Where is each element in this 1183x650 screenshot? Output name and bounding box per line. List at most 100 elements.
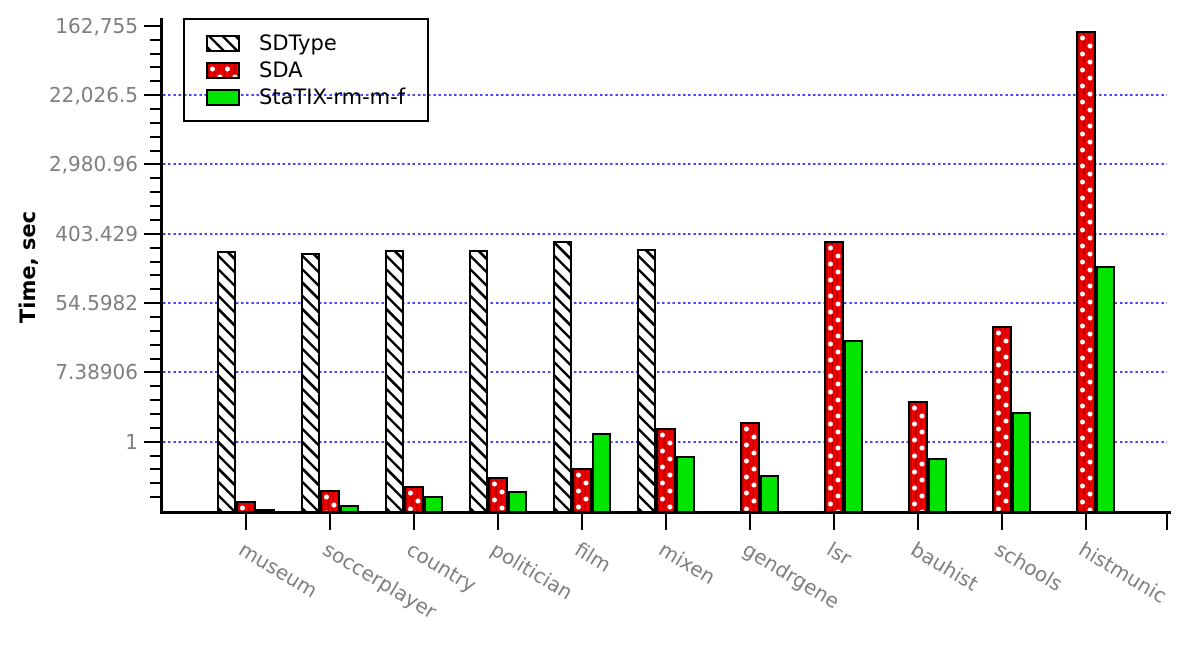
bar-sda-soccerplayer — [320, 489, 340, 513]
y-gridline — [163, 94, 1167, 97]
y-axis-major-tick — [144, 94, 163, 97]
x-axis-tick — [581, 512, 583, 530]
y-axis-tick-label: 7.38906 — [55, 360, 138, 385]
y-axis-tick-label: 403.429 — [55, 221, 138, 246]
y-axis-minor-tick — [150, 191, 163, 194]
x-category-label: lsr — [822, 537, 856, 571]
legend-row-statix: StaTIX-rm-m-f — [185, 84, 427, 111]
bar-sdtype-mixen — [636, 249, 657, 513]
y-gridline — [163, 302, 1167, 305]
x-category-label: schools — [990, 537, 1067, 596]
y-axis-major-tick — [144, 24, 163, 27]
bar-sda-bauhist — [908, 401, 928, 513]
sda-dotted-swatch-icon — [206, 62, 240, 79]
x-category-label: museum — [234, 537, 322, 603]
y-gridline — [163, 232, 1167, 235]
statix-green-swatch-icon — [206, 89, 240, 106]
y-axis-minor-tick — [150, 357, 163, 360]
y-axis-minor-tick — [150, 399, 163, 402]
bar-sda-lsr — [824, 240, 844, 513]
y-axis-minor-tick — [150, 260, 163, 263]
y-axis-minor-tick — [150, 468, 163, 471]
y-axis-major-tick — [144, 371, 163, 374]
y-axis-tick-label: 1 — [125, 429, 138, 454]
legend-label-sda: SDA — [259, 58, 303, 82]
y-axis-minor-tick — [150, 496, 163, 499]
x-axis-tick — [833, 512, 835, 530]
y-axis-minor-tick — [150, 135, 163, 138]
bar-statix-gendrgene — [759, 475, 780, 513]
bar-statix-film — [591, 433, 612, 513]
bar-sdtype-museum — [216, 250, 237, 513]
x-axis-tick — [329, 512, 331, 530]
sdtype-hatch-swatch-icon — [206, 35, 240, 52]
bar-sda-mixen — [656, 428, 676, 513]
x-axis-tick — [413, 512, 415, 530]
y-axis-minor-tick — [150, 177, 163, 180]
legend: SDType SDA StaTIX-rm-m-f — [183, 18, 429, 122]
x-category-label: politician — [486, 537, 577, 605]
bar-sda-schools — [992, 325, 1012, 513]
y-axis-minor-tick — [150, 385, 163, 388]
y-axis-line — [160, 18, 163, 514]
bar-sda-country — [404, 485, 424, 513]
y-axis-minor-tick — [150, 149, 163, 152]
y-axis-major-tick — [144, 232, 163, 235]
bar-sdtype-country — [384, 250, 405, 513]
y-axis-minor-tick — [150, 52, 163, 55]
y-axis-minor-tick — [150, 108, 163, 111]
y-axis-minor-tick — [150, 66, 163, 69]
y-axis-minor-tick — [150, 205, 163, 208]
y-axis-minor-tick — [150, 121, 163, 124]
y-axis-minor-tick — [150, 315, 163, 318]
x-axis-tick — [1085, 512, 1087, 530]
y-axis-minor-tick — [150, 80, 163, 83]
bar-sdtype-film — [552, 241, 573, 513]
y-axis-minor-tick — [150, 38, 163, 41]
x-axis-tick — [749, 512, 751, 530]
x-axis-line — [160, 511, 1171, 514]
bar-statix-bauhist — [927, 457, 948, 513]
bar-statix-lsr — [843, 340, 864, 513]
x-axis-tick — [497, 512, 499, 530]
y-axis-major-tick — [144, 163, 163, 166]
x-axis-end-tick — [1166, 512, 1168, 530]
bar-sdtype-politician — [468, 250, 489, 513]
y-axis-tick-label: 54.5982 — [55, 291, 138, 316]
x-axis-tick — [917, 512, 919, 530]
x-axis-tick — [1001, 512, 1003, 530]
legend-row-sda: SDA — [185, 57, 427, 84]
y-axis-minor-tick — [150, 426, 163, 429]
bar-sda-film — [572, 467, 592, 513]
y-axis-minor-tick — [150, 274, 163, 277]
bar-sda-histmunic — [1076, 30, 1096, 513]
y-gridline — [163, 371, 1167, 374]
y-gridline — [163, 163, 1167, 166]
bar-statix-mixen — [675, 456, 696, 513]
y-axis-minor-tick — [150, 246, 163, 249]
y-axis-minor-tick — [150, 218, 163, 221]
legend-row-sdtype: SDType — [185, 30, 427, 57]
y-axis-major-tick — [144, 302, 163, 305]
y-axis-minor-tick — [150, 288, 163, 291]
y-axis-minor-tick — [150, 482, 163, 485]
bar-sda-politician — [488, 477, 508, 513]
x-category-label: film — [570, 537, 616, 577]
y-axis-minor-tick — [150, 412, 163, 415]
legend-label-statix: StaTIX-rm-m-f — [259, 85, 406, 109]
y-axis-major-tick — [144, 440, 163, 443]
bar-statix-histmunic — [1095, 265, 1116, 513]
y-axis-tick-label: 22,026.5 — [48, 83, 138, 108]
x-category-label: mixen — [654, 537, 720, 590]
x-axis-tick — [665, 512, 667, 530]
bar-sda-gendrgene — [740, 422, 760, 513]
x-category-label: histmunic — [1074, 537, 1171, 608]
x-category-label: bauhist — [906, 537, 983, 596]
y-axis-tick-label: 2,980.96 — [48, 152, 138, 177]
bar-sdtype-soccerplayer — [300, 252, 321, 513]
legend-label-sdtype: SDType — [259, 31, 337, 55]
x-axis-tick — [245, 512, 247, 530]
y-axis-minor-tick — [150, 329, 163, 332]
bar-statix-politician — [507, 491, 528, 513]
